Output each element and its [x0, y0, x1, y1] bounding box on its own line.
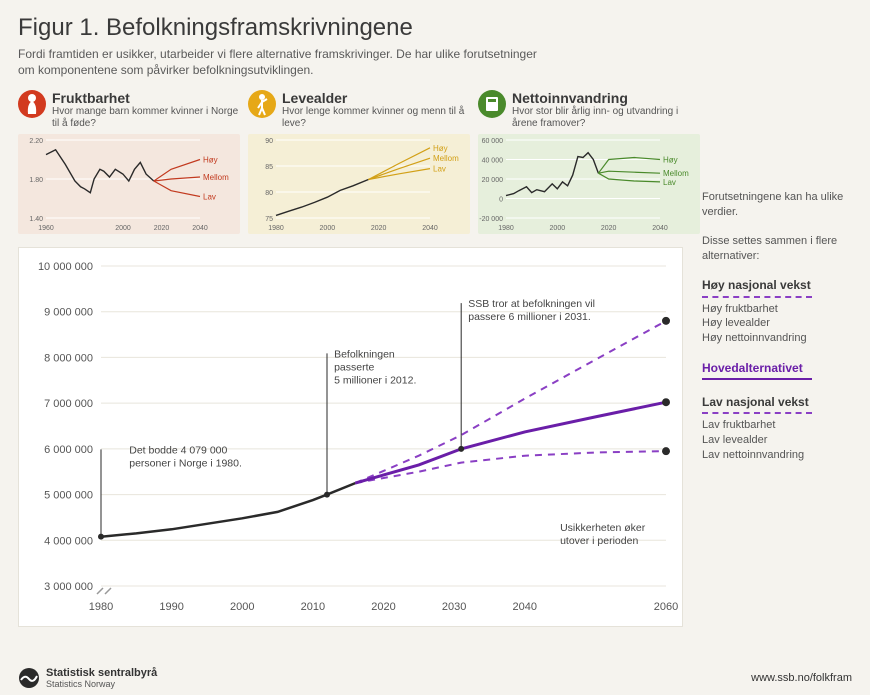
svg-text:Usikkerheten øker: Usikkerheten øker — [560, 523, 646, 535]
mini-panel-fruktbarhet: Fruktbarhet Hvor mange barn kommer kvinn… — [18, 90, 240, 239]
figure-title: Figur 1. Befolkningsframskrivningene — [18, 14, 852, 42]
side-high-line1: Høy levealder — [702, 316, 852, 331]
side-intro2: Disse settes sammen i flere alternativer… — [702, 234, 852, 264]
svg-text:Lav: Lav — [663, 178, 676, 187]
svg-text:passerte: passerte — [334, 362, 374, 374]
svg-text:2060: 2060 — [654, 601, 678, 613]
side-intro1: Forutsetningene kan ha ulike verdier. — [702, 190, 852, 220]
svg-text:10 000 000: 10 000 000 — [38, 261, 93, 273]
svg-text:2040: 2040 — [422, 225, 438, 232]
mini-chart-levealder: 75 80 85 90 1980 2000 2020 2040 Høy MellomLav — [248, 134, 470, 234]
svg-text:Høy: Høy — [433, 144, 448, 153]
svg-text:2000: 2000 — [550, 225, 566, 232]
svg-text:2020: 2020 — [371, 601, 395, 613]
footer: Statistisk sentralbyrå Statistics Norway… — [18, 667, 852, 689]
mini-chart-nettoinnvandring: -20 000 0 20 000 40 000 60 000 1980 2000 2020 20… — [478, 134, 700, 234]
svg-text:6 000 000: 6 000 000 — [44, 444, 93, 456]
svg-text:Mellom: Mellom — [663, 170, 689, 179]
side-low-line0: Lav fruktbarhet — [702, 418, 852, 433]
svg-text:Lav: Lav — [203, 193, 216, 202]
svg-text:90: 90 — [265, 138, 273, 145]
svg-text:1980: 1980 — [89, 601, 113, 613]
side-low-line2: Lav nettoinnvandring — [702, 448, 852, 463]
svg-text:1980: 1980 — [498, 225, 514, 232]
side-high-line0: Høy fruktbarhet — [702, 302, 852, 317]
svg-text:5 millioner i 2012.: 5 millioner i 2012. — [334, 375, 416, 387]
legend-dash-high — [702, 296, 812, 298]
svg-text:40 000: 40 000 — [482, 158, 504, 165]
svg-text:passere 6 millioner i 2031.: passere 6 millioner i 2031. — [468, 312, 591, 324]
svg-text:Lav: Lav — [433, 165, 446, 174]
legend-dash-low — [702, 412, 812, 414]
svg-text:-20 000: -20 000 — [479, 216, 503, 223]
mini-title-levealder: Levealder — [282, 90, 470, 106]
main-chart: 3 000 000 4 000 000 5 000 000 6 000 000 7 00… — [18, 247, 683, 627]
svg-text:80: 80 — [265, 190, 273, 197]
svg-text:SSB tror at befolkningen vil: SSB tror at befolkningen vil — [468, 299, 595, 311]
svg-text:2000: 2000 — [320, 225, 336, 232]
mini-sub-fruktbarhet: Hvor mange barn kommer kvinner i Norge t… — [52, 106, 240, 130]
side-legend: Forutsetningene kan ha ulike verdier. Di… — [702, 190, 852, 477]
svg-text:85: 85 — [265, 164, 273, 171]
mini-sub-levealder: Hvor lenge kommer kvinner og menn til å … — [282, 106, 470, 130]
ssb-logo: Statistisk sentralbyrå Statistics Norway — [18, 667, 157, 689]
svg-text:Høy: Høy — [203, 156, 218, 165]
svg-text:2020: 2020 — [154, 225, 170, 232]
legend-solid-main — [702, 378, 812, 380]
svg-text:0: 0 — [499, 197, 503, 204]
side-main-head: Hovedalternativet — [702, 360, 852, 376]
mini-title-nettoinnvandring: Nettoinnvandring — [512, 90, 700, 106]
mini-chart-fruktbarhet: 1.40 1.80 2.20 1960 2000 2020 2040 Høy Mellom Lav — [18, 134, 240, 234]
svg-text:1990: 1990 — [159, 601, 183, 613]
side-high-line2: Høy nettoinnvandring — [702, 331, 852, 346]
side-low-head: Lav nasjonal vekst — [702, 394, 852, 410]
svg-text:2040: 2040 — [192, 225, 208, 232]
side-high-head: Høy nasjonal vekst — [702, 277, 852, 293]
svg-text:75: 75 — [265, 216, 273, 223]
svg-text:Mellom: Mellom — [433, 155, 459, 164]
footer-org2: Statistics Norway — [46, 679, 157, 689]
svg-text:20 000: 20 000 — [482, 177, 504, 184]
svg-text:1.80: 1.80 — [29, 177, 43, 184]
svg-text:2.20: 2.20 — [29, 138, 43, 145]
svg-text:2020: 2020 — [371, 225, 387, 232]
ssb-logo-icon — [18, 667, 40, 689]
svg-text:2030: 2030 — [442, 601, 466, 613]
svg-text:Høy: Høy — [663, 156, 678, 165]
svg-text:1.40: 1.40 — [29, 216, 43, 223]
svg-text:1980: 1980 — [268, 225, 284, 232]
svg-text:3 000 000: 3 000 000 — [44, 581, 93, 593]
svg-text:9 000 000: 9 000 000 — [44, 307, 93, 319]
svg-text:Befolkningen: Befolkningen — [334, 349, 395, 361]
nettoinnvandring-icon — [478, 90, 506, 118]
footer-url: www.ssb.no/folkfram — [751, 672, 852, 684]
levealder-icon — [248, 90, 276, 118]
svg-text:8 000 000: 8 000 000 — [44, 353, 93, 365]
mini-title-fruktbarhet: Fruktbarhet — [52, 90, 240, 106]
figure-subtitle: Fordi framtiden er usikker, utarbeider v… — [18, 46, 538, 78]
mini-sub-nettoinnvandring: Hvor stor blir årlig inn- og utvandring … — [512, 106, 700, 130]
svg-text:personer i Norge i 1980.: personer i Norge i 1980. — [129, 458, 242, 470]
svg-text:Mellom: Mellom — [203, 173, 229, 182]
svg-text:2000: 2000 — [115, 225, 131, 232]
mini-panel-levealder: Levealder Hvor lenge kommer kvinner og m… — [248, 90, 470, 239]
svg-text:7 000 000: 7 000 000 — [44, 399, 93, 411]
svg-text:2000: 2000 — [230, 601, 254, 613]
svg-text:2020: 2020 — [601, 225, 617, 232]
svg-text:60 000: 60 000 — [482, 138, 504, 145]
svg-text:4 000 000: 4 000 000 — [44, 536, 93, 548]
footer-org1: Statistisk sentralbyrå — [46, 667, 157, 679]
side-low-line1: Lav levealder — [702, 433, 852, 448]
fruktbarhet-icon — [18, 90, 46, 118]
svg-text:1960: 1960 — [38, 225, 54, 232]
svg-text:utover i perioden: utover i perioden — [560, 536, 638, 548]
mini-panel-nettoinnvandring: Nettoinnvandring Hvor stor blir årlig in… — [478, 90, 700, 239]
svg-text:2040: 2040 — [513, 601, 537, 613]
svg-text:2040: 2040 — [652, 225, 668, 232]
svg-text:5 000 000: 5 000 000 — [44, 490, 93, 502]
svg-text:Det bodde 4 079 000: Det bodde 4 079 000 — [129, 445, 227, 457]
svg-text:2010: 2010 — [301, 601, 325, 613]
